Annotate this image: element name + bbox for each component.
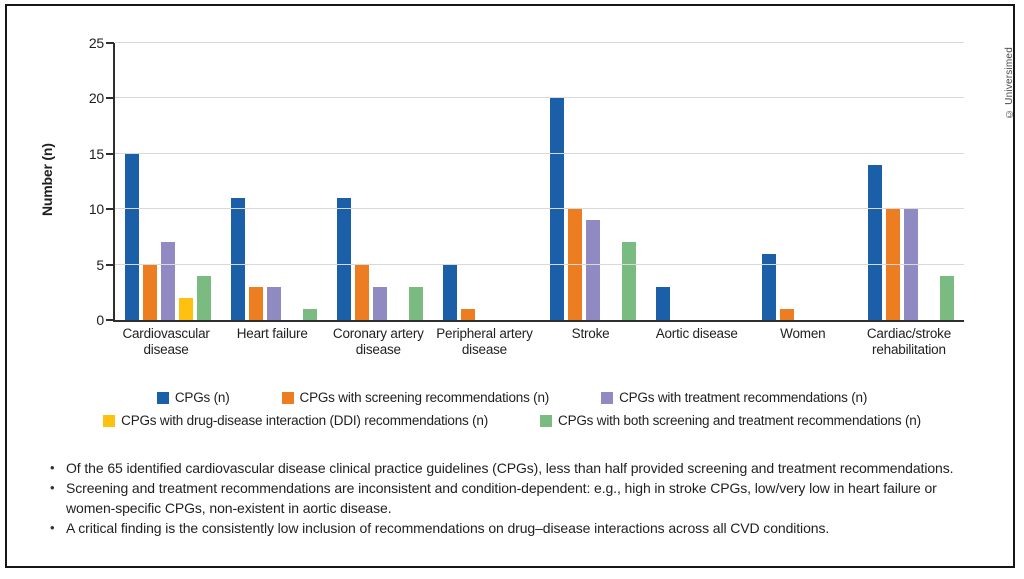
bar-group (858, 43, 964, 320)
bar-group (646, 43, 752, 320)
legend-label-treatment: CPGs with treatment recommendations (n) (619, 390, 868, 405)
bar-group (752, 43, 858, 320)
legend-item-cpgs: CPGs (n) (156, 390, 230, 405)
legend-label-cpgs: CPGs (n) (174, 390, 230, 405)
bullet-item: A critical finding is the consistently l… (48, 518, 970, 538)
bar (125, 153, 140, 320)
bar (249, 286, 264, 320)
gridline (115, 208, 964, 210)
y-tick-label: 20 (88, 90, 104, 107)
y-tick-mark (106, 263, 114, 266)
legend-label-ddi: CPGs with drug-disease interaction (DDI)… (121, 413, 489, 428)
bar (939, 275, 954, 320)
y-tick-label: 5 (96, 256, 104, 273)
y-tick-label: 15 (88, 145, 104, 162)
bar (143, 264, 158, 320)
bar-group (327, 43, 433, 320)
bar (161, 242, 176, 320)
x-category-label: Cardiac/stroke rehabilitation (866, 326, 952, 357)
bar (179, 297, 194, 320)
legend-item-ddi: CPGs with drug-disease interaction (DDI)… (103, 413, 488, 428)
plot-area (106, 42, 964, 322)
x-axis-labels: Cardiovascular disease Heart failure Coron… (113, 326, 962, 358)
legend-swatch-both-icon (540, 414, 553, 427)
x-category-label: Heart failure (236, 326, 308, 341)
y-tick-mark (106, 208, 114, 211)
gridline (115, 263, 964, 265)
bar (779, 308, 794, 320)
legend-item-treatment: CPGs with treatment recommendations (n) (601, 390, 867, 405)
gridline (115, 152, 964, 154)
y-axis-title: Number (n) (39, 143, 55, 217)
legend-row-2: CPGs with drug-disease interaction (DDI)… (30, 413, 994, 428)
key-findings: Of the 65 identified cardiovascular dise… (48, 458, 970, 538)
bar (761, 253, 776, 320)
bullet-item: Of the 65 identified cardiovascular dise… (48, 458, 970, 478)
legend-item-both: CPGs with both screening and treatment r… (540, 413, 921, 428)
bar (303, 308, 318, 320)
x-category-label: Peripheral artery disease (436, 326, 533, 357)
legend-row-1: CPGs (n) CPGs with screening recommendat… (30, 390, 994, 405)
bar-group (433, 43, 539, 320)
bar (585, 220, 600, 320)
bar (355, 264, 370, 320)
bar (231, 198, 246, 320)
legend-swatch-screening-icon (281, 391, 294, 404)
bar-group (115, 43, 221, 320)
x-category-label: Aortic disease (655, 326, 738, 341)
legend-label-both: CPGs with both screening and treatment r… (558, 413, 921, 428)
gridline (115, 42, 964, 43)
bar (373, 286, 388, 320)
x-category-label: Coronary artery disease (332, 326, 424, 357)
bar (267, 286, 282, 320)
y-tick-label: 0 (96, 312, 104, 328)
key-findings-list: Of the 65 identified cardiovascular dise… (48, 458, 970, 538)
bar (461, 308, 476, 320)
bar (197, 275, 212, 320)
y-tick-mark (106, 42, 114, 44)
bar (337, 198, 352, 320)
gridline (115, 97, 964, 99)
bar (867, 164, 882, 320)
y-tick-label: 10 (88, 201, 104, 218)
bullet-item: Screening and treatment recommendations … (48, 478, 970, 518)
y-tick-mark (106, 97, 114, 100)
copyright-credit: © Universimed (1004, 47, 1015, 119)
legend-item-screening: CPGs with screening recommendations (n) (281, 390, 550, 405)
bar (549, 98, 564, 320)
bars-container (115, 43, 964, 320)
y-tick-mark (106, 319, 114, 321)
bar (655, 286, 670, 320)
y-tick-mark (106, 152, 114, 155)
legend-swatch-cpgs-icon (156, 391, 169, 404)
legend-swatch-treatment-icon (601, 391, 614, 404)
legend-swatch-ddi-icon (103, 414, 116, 427)
x-category-label: Stroke (571, 326, 610, 341)
legend-label-screening: CPGs with screening recommendations (n) (299, 390, 550, 405)
x-category-label: Women (780, 326, 826, 341)
bar (409, 286, 424, 320)
bar-group (540, 43, 646, 320)
y-tick-label: 25 (88, 35, 104, 51)
bar (621, 242, 636, 320)
x-category-label: Cardiovascular disease (122, 326, 210, 357)
bar (443, 264, 458, 320)
bar-group (221, 43, 327, 320)
